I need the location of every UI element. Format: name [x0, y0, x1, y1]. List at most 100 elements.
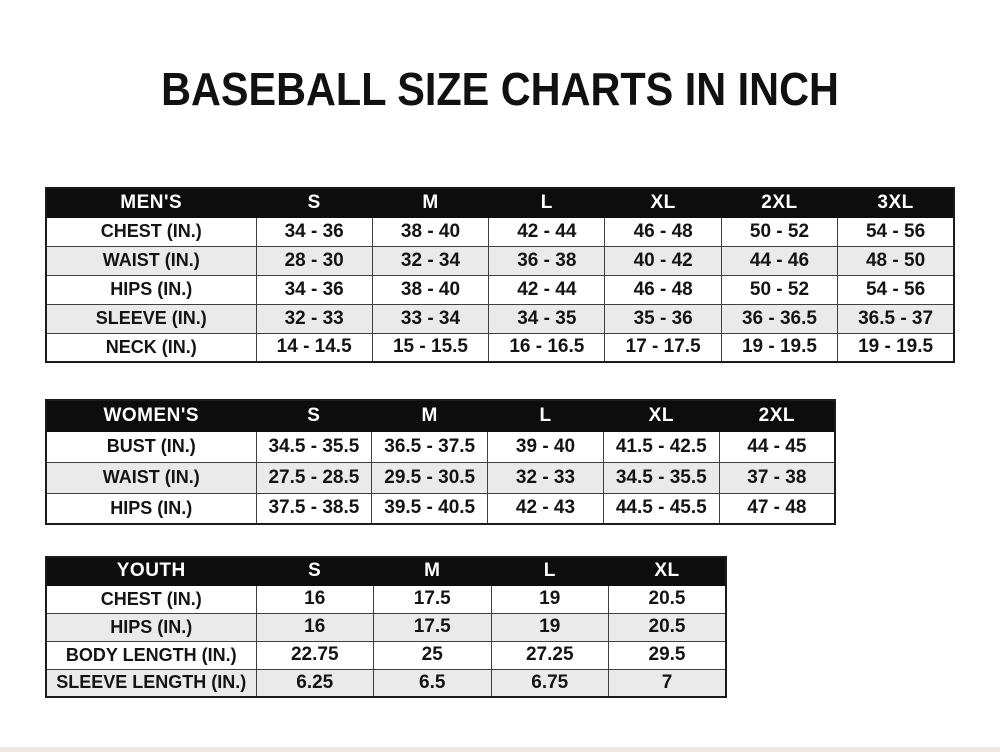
table-group-header: WOMEN'S: [45, 399, 257, 432]
size-value: 6.75: [490, 668, 609, 698]
size-column-header: S: [255, 556, 374, 586]
size-value: 54 - 56: [837, 216, 955, 247]
size-value: 33 - 34: [371, 303, 490, 334]
table-row: CHEST (IN.) 16 17.5 19 20.5: [45, 584, 727, 614]
size-value: 15 - 15.5: [371, 332, 490, 363]
size-value: 32 - 34: [371, 245, 490, 276]
table-row: BUST (IN.) 34.5 - 35.5 36.5 - 37.5 39 - 40 4…: [45, 430, 836, 463]
size-column-header: M: [373, 556, 492, 586]
table-row: HIPS (IN.) 16 17.5 19 20.5: [45, 612, 727, 642]
row-label: CHEST (IN.): [45, 584, 257, 614]
size-column-header: XL: [604, 187, 722, 218]
size-value: 46 - 48: [604, 274, 722, 305]
table-row: HIPS (IN.) 37.5 - 38.5 39.5 - 40.5 42 - 43 4…: [45, 492, 836, 525]
size-value: 25: [373, 640, 492, 670]
size-value: 36 - 36.5: [720, 303, 839, 334]
size-value: 20.5: [608, 584, 727, 614]
size-value: 7: [608, 668, 727, 698]
size-column-header: XL: [602, 399, 720, 432]
mens-size-table: MEN'S S M L XL 2XL 3XL CHEST (IN.) 34 - 36 38 - 4…: [45, 187, 955, 363]
size-column-header: 2XL: [720, 187, 839, 218]
row-label: WAIST (IN.): [45, 461, 257, 494]
size-value: 6.5: [373, 668, 492, 698]
table-row: BODY LENGTH (IN.) 22.75 25 27.25 29.5: [45, 640, 727, 670]
size-value: 35 - 36: [604, 303, 722, 334]
size-value: 29.5 - 30.5: [371, 461, 489, 494]
table-row: SLEEVE LENGTH (IN.) 6.25 6.5 6.75 7: [45, 668, 727, 698]
size-value: 20.5: [608, 612, 727, 642]
size-column-header: 3XL: [837, 187, 955, 218]
size-value: 19: [490, 612, 609, 642]
size-value: 34 - 35: [488, 303, 606, 334]
size-column-header: M: [371, 187, 490, 218]
size-value: 34.5 - 35.5: [255, 430, 373, 463]
header-row: YOUTH S M L XL: [45, 556, 727, 586]
table-row: WAIST (IN.) 28 - 30 32 - 34 36 - 38 40 - 42 4…: [45, 245, 955, 276]
size-value: 42 - 44: [488, 216, 606, 247]
row-label: HIPS (IN.): [45, 492, 257, 525]
size-value: 44.5 - 45.5: [602, 492, 720, 525]
page-title: BASEBALL SIZE CHARTS IN INCH: [161, 63, 839, 115]
page-bottom-edge: [0, 747, 1000, 752]
row-label: BODY LENGTH (IN.): [45, 640, 257, 670]
size-value: 50 - 52: [720, 274, 839, 305]
table-group-header: YOUTH: [45, 556, 257, 586]
size-value: 29.5: [608, 640, 727, 670]
size-value: 17.5: [373, 612, 492, 642]
size-value: 37 - 38: [718, 461, 836, 494]
size-value: 54 - 56: [837, 274, 955, 305]
size-value: 6.25: [255, 668, 374, 698]
womens-size-table: WOMEN'S S M L XL 2XL BUST (IN.) 34.5 - 35.5 36.5…: [45, 399, 836, 525]
table-row: SLEEVE (IN.) 32 - 33 33 - 34 34 - 35 35 - 36…: [45, 303, 955, 334]
row-label: CHEST (IN.): [45, 216, 257, 247]
size-value: 27.5 - 28.5: [255, 461, 373, 494]
size-value: 17.5: [373, 584, 492, 614]
size-value: 19 - 19.5: [837, 332, 955, 363]
size-value: 46 - 48: [604, 216, 722, 247]
size-column-header: L: [487, 399, 604, 432]
row-label: NECK (IN.): [45, 332, 257, 363]
size-value: 40 - 42: [604, 245, 722, 276]
size-column-header: M: [371, 399, 489, 432]
table-row: WAIST (IN.) 27.5 - 28.5 29.5 - 30.5 32 - 33…: [45, 461, 836, 494]
size-value: 17 - 17.5: [604, 332, 722, 363]
size-value: 34.5 - 35.5: [602, 461, 720, 494]
size-column-header: S: [255, 399, 373, 432]
size-value: 28 - 30: [255, 245, 373, 276]
size-value: 50 - 52: [720, 216, 839, 247]
row-label: SLEEVE LENGTH (IN.): [45, 668, 257, 698]
size-value: 42 - 44: [488, 274, 606, 305]
row-label: HIPS (IN.): [45, 612, 257, 642]
size-value: 14 - 14.5: [255, 332, 373, 363]
size-value: 47 - 48: [718, 492, 836, 525]
size-value: 32 - 33: [255, 303, 373, 334]
size-value: 16 - 16.5: [488, 332, 606, 363]
header-row: WOMEN'S S M L XL 2XL: [45, 399, 836, 432]
size-value: 36 - 38: [488, 245, 606, 276]
size-value: 34 - 36: [255, 216, 373, 247]
size-value: 38 - 40: [371, 274, 490, 305]
row-label: BUST (IN.): [45, 430, 257, 463]
size-value: 36.5 - 37.5: [371, 430, 489, 463]
size-value: 16: [255, 584, 374, 614]
size-value: 34 - 36: [255, 274, 373, 305]
size-value: 48 - 50: [837, 245, 955, 276]
table-row: NECK (IN.) 14 - 14.5 15 - 15.5 16 - 16.5 17 …: [45, 332, 955, 363]
size-value: 41.5 - 42.5: [602, 430, 720, 463]
youth-size-table: YOUTH S M L XL CHEST (IN.) 16 17.5 19 20.5 HIPS (I…: [45, 556, 727, 698]
size-value: 16: [255, 612, 374, 642]
size-value: 42 - 43: [487, 492, 604, 525]
size-value: 32 - 33: [487, 461, 604, 494]
table-row: HIPS (IN.) 34 - 36 38 - 40 42 - 44 46 - 48 50…: [45, 274, 955, 305]
row-label: WAIST (IN.): [45, 245, 257, 276]
row-label: HIPS (IN.): [45, 274, 257, 305]
size-value: 44 - 46: [720, 245, 839, 276]
header-row: MEN'S S M L XL 2XL 3XL: [45, 187, 955, 218]
size-value: 36.5 - 37: [837, 303, 955, 334]
size-column-header: L: [488, 187, 606, 218]
size-column-header: 2XL: [718, 399, 836, 432]
size-value: 39 - 40: [487, 430, 604, 463]
size-column-header: L: [490, 556, 609, 586]
size-value: 22.75: [255, 640, 374, 670]
